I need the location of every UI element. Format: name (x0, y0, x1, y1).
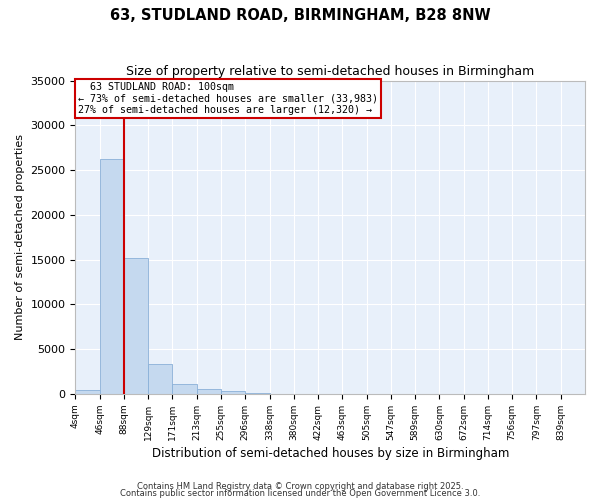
Bar (172, 384, 197, 394)
Bar (245, 392, 269, 394)
Bar (148, 364, 172, 394)
Bar (124, 258, 148, 394)
Bar (221, 391, 245, 394)
Text: Contains public sector information licensed under the Open Government Licence 3.: Contains public sector information licen… (120, 489, 480, 498)
Bar (197, 388, 221, 394)
Title: Size of property relative to semi-detached houses in Birmingham: Size of property relative to semi-detach… (126, 65, 535, 78)
Bar (100, 160, 124, 394)
X-axis label: Distribution of semi-detached houses by size in Birmingham: Distribution of semi-detached houses by … (152, 447, 509, 460)
Y-axis label: Number of semi-detached properties: Number of semi-detached properties (15, 134, 25, 340)
Text: 63, STUDLAND ROAD, BIRMINGHAM, B28 8NW: 63, STUDLAND ROAD, BIRMINGHAM, B28 8NW (110, 8, 490, 22)
Bar (76, 390, 100, 394)
Text: Contains HM Land Registry data © Crown copyright and database right 2025.: Contains HM Land Registry data © Crown c… (137, 482, 463, 491)
Text: 63 STUDLAND ROAD: 100sqm  
← 73% of semi-detached houses are smaller (33,983)
27: 63 STUDLAND ROAD: 100sqm ← 73% of semi-d… (78, 82, 378, 116)
